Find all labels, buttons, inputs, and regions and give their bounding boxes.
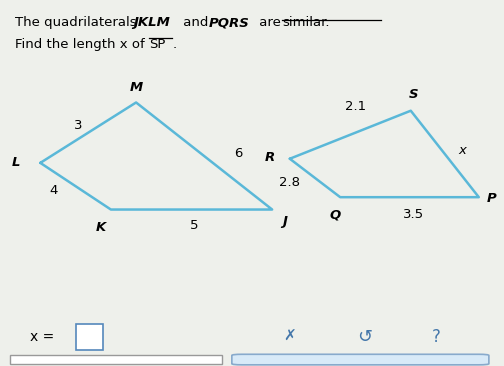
Text: P: P bbox=[486, 192, 496, 205]
Text: 4: 4 bbox=[49, 184, 58, 197]
Text: L: L bbox=[12, 156, 20, 169]
Text: Find the length x of: Find the length x of bbox=[15, 38, 149, 52]
FancyBboxPatch shape bbox=[232, 354, 489, 365]
Text: Q: Q bbox=[330, 208, 341, 221]
Text: The quadrilaterals: The quadrilaterals bbox=[15, 16, 141, 30]
Text: ?: ? bbox=[432, 328, 440, 346]
Text: x: x bbox=[459, 144, 467, 157]
Text: and: and bbox=[179, 16, 213, 30]
Text: 2.8: 2.8 bbox=[279, 176, 300, 188]
Text: ↺: ↺ bbox=[357, 328, 372, 346]
Text: PQRS: PQRS bbox=[209, 16, 250, 30]
FancyBboxPatch shape bbox=[76, 324, 103, 350]
Text: J: J bbox=[282, 215, 287, 228]
Text: 5: 5 bbox=[190, 219, 198, 232]
Text: 3: 3 bbox=[74, 119, 82, 132]
Text: ✗: ✗ bbox=[283, 329, 296, 344]
Text: 3.5: 3.5 bbox=[403, 208, 424, 221]
Text: are: are bbox=[255, 16, 285, 30]
Text: similar.: similar. bbox=[282, 16, 330, 30]
Text: x =: x = bbox=[30, 330, 59, 344]
FancyBboxPatch shape bbox=[10, 355, 222, 364]
Text: R: R bbox=[265, 151, 275, 164]
Text: .: . bbox=[172, 38, 176, 52]
Text: K: K bbox=[96, 220, 106, 234]
Text: M: M bbox=[130, 81, 143, 94]
Text: S: S bbox=[409, 88, 418, 101]
Text: SP: SP bbox=[149, 38, 165, 52]
Text: JKLM: JKLM bbox=[134, 16, 170, 30]
Text: 6: 6 bbox=[234, 147, 243, 160]
Text: 2.1: 2.1 bbox=[345, 100, 366, 113]
